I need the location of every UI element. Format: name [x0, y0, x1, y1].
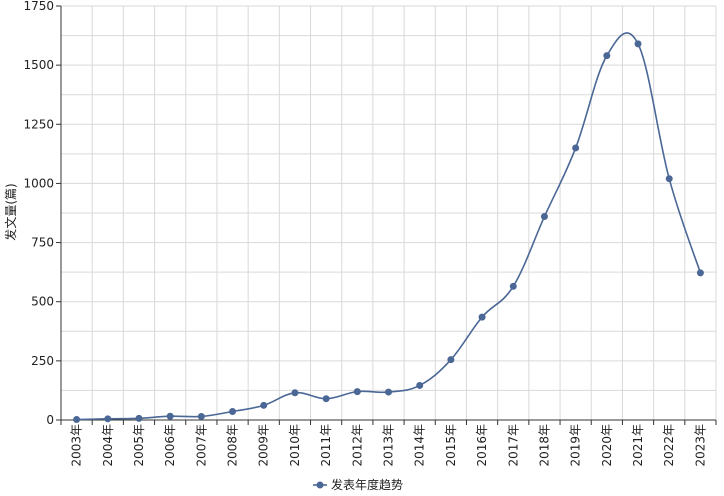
- x-tick-label: 2005年: [132, 424, 146, 467]
- data-point[interactable]: [135, 414, 143, 422]
- y-tick-label: 1000: [23, 176, 54, 190]
- data-point[interactable]: [478, 313, 486, 321]
- x-tick-label: 2004年: [101, 424, 115, 467]
- legend[interactable]: 发表年度趋势: [313, 477, 403, 492]
- data-point[interactable]: [634, 40, 642, 48]
- data-point[interactable]: [166, 412, 174, 420]
- data-point[interactable]: [665, 175, 673, 183]
- x-tick-label: 2022年: [662, 424, 676, 467]
- y-axis-ticks: 0 250 500 750 1000 1250 1500 1750: [23, 0, 61, 427]
- x-tick-label: 2008年: [226, 424, 240, 467]
- x-tick-label: 2019年: [569, 424, 583, 467]
- x-tick-label: 2021年: [631, 424, 645, 467]
- x-tick-label: 2013年: [382, 424, 396, 467]
- y-tick-label: 1250: [23, 117, 54, 131]
- x-tick-label: 2014年: [413, 424, 427, 467]
- axes: [60, 6, 716, 421]
- x-tick-label: 2007年: [194, 424, 208, 467]
- y-axis-title: 发文量(篇): [3, 183, 18, 240]
- data-point[interactable]: [229, 407, 237, 415]
- grid: [60, 5, 717, 421]
- data-point[interactable]: [197, 412, 205, 420]
- x-tick-label: 2017年: [506, 424, 520, 467]
- data-point[interactable]: [603, 52, 611, 60]
- legend-marker-icon: [316, 481, 324, 489]
- x-tick-label: 2011年: [319, 424, 333, 467]
- data-point[interactable]: [73, 416, 81, 424]
- data-point[interactable]: [353, 388, 361, 396]
- data-point[interactable]: [572, 144, 580, 152]
- x-axis-ticks: 2003年 2004年 2005年 2006年 2007年 2008年 2009年 2010年…: [60, 420, 717, 467]
- y-tick-label: 500: [31, 295, 54, 309]
- series-line: [76, 32, 702, 421]
- x-tick-label: 2015年: [444, 424, 458, 467]
- y-tick-label: 250: [31, 354, 54, 368]
- data-point[interactable]: [260, 401, 268, 409]
- data-point[interactable]: [291, 389, 299, 397]
- data-point[interactable]: [322, 395, 330, 403]
- x-tick-label: 2006年: [163, 424, 177, 467]
- y-tick-label: 0: [46, 413, 54, 427]
- legend-label: 发表年度趋势: [331, 477, 403, 492]
- data-point[interactable]: [416, 381, 424, 389]
- x-tick-label: 2009年: [257, 424, 271, 467]
- series-layer: [73, 32, 704, 424]
- x-tick-label: 2012年: [350, 424, 364, 467]
- data-point[interactable]: [447, 356, 455, 364]
- data-point[interactable]: [104, 415, 112, 423]
- x-tick-label: 2003年: [70, 424, 84, 467]
- x-tick-label: 2020年: [600, 424, 614, 467]
- x-tick-label: 2023年: [693, 424, 707, 467]
- y-tick-label: 750: [31, 236, 54, 250]
- y-tick-label: 1500: [23, 58, 54, 72]
- x-tick-label: 2010年: [288, 424, 302, 467]
- data-point[interactable]: [696, 269, 704, 277]
- x-tick-label: 2018年: [537, 424, 551, 467]
- data-point[interactable]: [540, 213, 548, 221]
- y-tick-label: 1750: [23, 0, 54, 13]
- data-point[interactable]: [385, 388, 392, 396]
- x-tick-label: 2016年: [475, 424, 489, 467]
- data-point[interactable]: [509, 282, 517, 290]
